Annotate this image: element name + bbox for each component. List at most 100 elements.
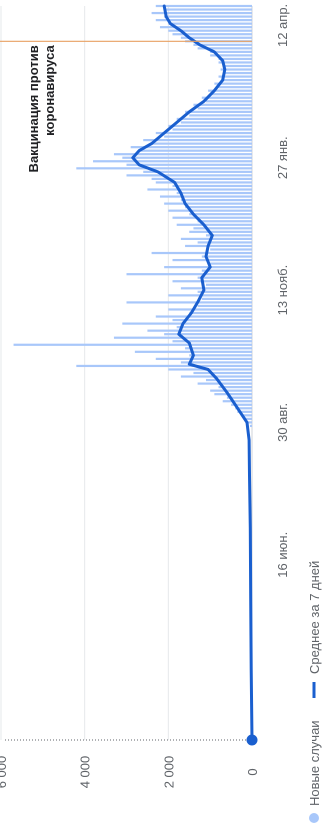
daily-case-bar (172, 128, 252, 131)
daily-case-bar (180, 36, 252, 39)
daily-case-bar (172, 258, 252, 262)
daily-case-bar (197, 276, 253, 279)
daily-case-bar (164, 202, 252, 205)
daily-case-bar (168, 294, 252, 297)
daily-case-bar (93, 160, 252, 163)
daily-case-bar (168, 368, 252, 371)
daily-case-bar (180, 287, 252, 290)
daily-case-bar (76, 167, 252, 170)
daily-case-bar (205, 283, 253, 286)
daily-case-bar (210, 389, 253, 392)
daily-case-bar (205, 378, 253, 382)
annotation-label: Вакцинация против (26, 45, 41, 172)
annotation-label: коронавируса (42, 45, 57, 136)
y-axis-ticks: 6 000 4 000 2 000 0 (0, 756, 260, 789)
daily-case-bar (147, 188, 253, 191)
daily-case-bar (185, 347, 252, 350)
daily-case-bar (172, 340, 252, 343)
average-line (131, 4, 254, 742)
daily-case-bar (224, 71, 252, 75)
daily-case-bar (212, 93, 252, 96)
daily-case-bar (113, 153, 252, 156)
daily-case-bar (168, 308, 252, 311)
daily-case-bar (193, 43, 252, 46)
daily-case-bar (168, 22, 252, 25)
average-line-group (131, 4, 258, 746)
daily-case-bar (214, 393, 253, 396)
daily-case-bar (210, 248, 253, 251)
daily-case-bar (168, 29, 252, 32)
daily-case-bar (155, 315, 253, 318)
legend: Новые случаи Среднее за 7 дней (307, 561, 322, 823)
daily-case-bar (13, 343, 252, 346)
daily-case-bar (155, 357, 253, 360)
y-tick-label: 4 000 (78, 756, 93, 789)
daily-case-bar (193, 227, 252, 230)
daily-case-bar (126, 301, 252, 304)
daily-case-bar (176, 117, 252, 121)
daily-case-bar (126, 273, 252, 276)
x-tick-label: 30 авг. (275, 403, 290, 442)
daily-case-bar (249, 424, 253, 428)
daily-case-bar (164, 135, 252, 138)
y-tick-label: 0 (245, 768, 260, 775)
daily-case-bar (205, 234, 253, 237)
daily-case-bar (226, 396, 252, 399)
x-tick-label: 12 апр. (275, 4, 290, 47)
daily-case-bar (176, 223, 252, 226)
daily-case-bar (143, 138, 253, 142)
daily-case-bar (168, 209, 252, 212)
daily-case-bar (168, 124, 252, 128)
daily-case-bar (214, 82, 253, 85)
daily-case-bar (122, 156, 252, 159)
daily-case-bar (151, 177, 253, 181)
x-tick-label: 27 янв. (275, 136, 290, 179)
daily-case-bar (172, 318, 252, 322)
legend-label-new-cases: Новые случаи (307, 720, 322, 806)
daily-case-bar (218, 386, 253, 389)
daily-case-bar (197, 304, 253, 308)
daily-case-bar (159, 195, 252, 198)
daily-case-bar (164, 15, 252, 18)
daily-case-bar (76, 364, 252, 368)
daily-case-bar (176, 191, 252, 195)
daily-case-bar (210, 54, 253, 57)
daily-case-bar (126, 163, 252, 166)
daily-case-bar (151, 11, 253, 15)
daily-case-bar (185, 110, 252, 113)
daily-case-bar (222, 79, 252, 82)
daily-case-bar (151, 142, 253, 145)
daily-case-bar (155, 181, 253, 184)
x-tick-label: 13 нояб. (275, 265, 290, 316)
daily-case-bar (222, 400, 252, 403)
legend-marker-new-cases (309, 813, 319, 823)
daily-case-bar (222, 64, 252, 68)
daily-case-bar (201, 297, 253, 300)
annotation-group: Вакцинация против коронавируса (0, 40, 252, 172)
daily-case-bar (130, 146, 252, 149)
daily-case-bar (180, 198, 252, 202)
daily-case-bar (126, 174, 252, 177)
daily-case-bar (176, 326, 252, 329)
daily-case-bar (189, 311, 252, 315)
daily-case-bar (164, 266, 252, 269)
legend-label-average: Среднее за 7 дней (307, 561, 322, 674)
daily-case-bar (218, 57, 253, 61)
daily-case-bar (205, 100, 253, 103)
average-line-start-point (246, 734, 258, 746)
daily-case-bar (147, 329, 253, 332)
daily-case-bar (210, 262, 253, 265)
daily-case-bar (218, 75, 253, 78)
daily-case-bar (155, 19, 253, 22)
daily-cases-bars (13, 4, 253, 428)
daily-case-bar (185, 244, 252, 248)
daily-case-bar (201, 255, 253, 258)
daily-case-bar (159, 26, 252, 29)
daily-case-bar (197, 382, 253, 385)
daily-case-bar (155, 4, 253, 8)
daily-case-bar (164, 333, 252, 336)
daily-case-bar (208, 89, 252, 92)
daily-case-bar (189, 114, 252, 117)
daily-case-bar (172, 280, 252, 283)
